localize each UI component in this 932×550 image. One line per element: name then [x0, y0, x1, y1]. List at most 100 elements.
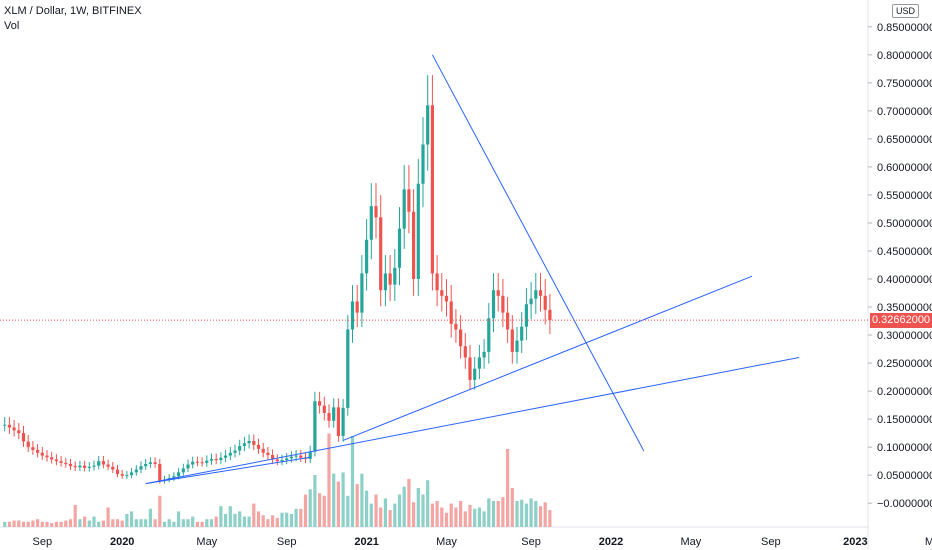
- volume-bar: [491, 501, 496, 527]
- volume-bar: [247, 516, 251, 527]
- candle-body: [59, 461, 63, 463]
- volume-bar: [40, 521, 44, 527]
- volume-bar: [379, 507, 383, 527]
- volume-bar: [463, 511, 467, 527]
- volume-bar: [529, 498, 533, 527]
- candle-body: [73, 466, 77, 468]
- candle-body: [426, 105, 430, 145]
- volume-bar: [360, 473, 364, 527]
- volume-bar: [106, 507, 110, 527]
- candle-body: [412, 211, 416, 280]
- candle-body: [177, 472, 181, 477]
- candle-body: [468, 357, 472, 380]
- candle-body: [36, 449, 40, 453]
- volume-bar: [271, 515, 275, 527]
- volume-bar: [520, 499, 524, 527]
- volume-bar: [543, 502, 547, 527]
- volume-bar: [397, 494, 402, 527]
- volume-bar: [350, 436, 355, 527]
- volume-bar: [209, 519, 214, 527]
- volume-bar: [388, 510, 392, 527]
- volume-bar: [205, 519, 209, 527]
- volume-bar: [318, 493, 322, 527]
- volume-bar: [68, 519, 73, 527]
- volume-bar: [510, 488, 514, 527]
- candle-body: [186, 464, 190, 469]
- volume-bar: [473, 508, 477, 527]
- candle-body: [360, 273, 364, 313]
- volume-bar: [181, 519, 185, 527]
- candle-body: [529, 298, 533, 305]
- candle-body: [473, 368, 477, 380]
- candle-body: [459, 329, 463, 347]
- volume-bar: [115, 519, 120, 527]
- candle-body: [111, 466, 115, 470]
- volume-bar: [313, 475, 317, 527]
- candle-body: [341, 407, 345, 436]
- candle-body: [350, 301, 355, 330]
- volume-bar: [148, 508, 152, 527]
- candle-body: [393, 267, 397, 285]
- candle-body: [294, 455, 298, 457]
- volume-bar: [402, 486, 406, 527]
- trendline: [145, 356, 800, 485]
- candle-body: [308, 451, 312, 459]
- candle-body: [87, 466, 91, 468]
- volume-bar: [130, 511, 134, 527]
- volume-bar: [506, 449, 510, 527]
- candle-body: [3, 424, 7, 426]
- candle-body: [520, 326, 524, 341]
- volume-bar: [459, 501, 463, 527]
- candle-body: [383, 273, 387, 291]
- x-tick-label: Sep: [33, 536, 53, 548]
- volume-bar: [73, 504, 77, 527]
- y-tick-label: 0.05000000: [877, 470, 932, 482]
- volume-bar: [12, 520, 16, 527]
- volume-bar: [177, 511, 181, 527]
- volume-bar: [21, 521, 26, 527]
- x-tick-label: 2023: [843, 536, 867, 548]
- candle-body: [369, 206, 373, 240]
- x-tick-label: May: [925, 536, 932, 548]
- candle-body: [510, 329, 514, 352]
- volume-bar: [172, 521, 176, 527]
- candle-body: [97, 461, 101, 466]
- candle-body: [285, 458, 289, 461]
- volume-bar: [426, 480, 430, 527]
- y-tick-label: 0.80000000: [877, 50, 932, 62]
- candle-body: [214, 458, 218, 461]
- candle-body: [252, 440, 256, 445]
- candle-body: [40, 452, 44, 456]
- volume-bar: [416, 488, 420, 527]
- x-tick-label: May: [196, 536, 217, 548]
- candle-body: [355, 301, 359, 313]
- candle-body: [247, 440, 251, 444]
- volume-label: Vol: [4, 20, 20, 32]
- volume-bar: [252, 503, 256, 527]
- volume-bar: [421, 494, 425, 527]
- volume-bar: [139, 519, 143, 527]
- volume-bar: [186, 519, 190, 527]
- volume-bar: [299, 508, 303, 527]
- volume-bar: [228, 506, 232, 527]
- y-tick-label: 0.55000000: [877, 190, 932, 202]
- volume-bar: [524, 503, 528, 527]
- volume-bar: [327, 433, 331, 527]
- candle-body: [228, 452, 232, 456]
- x-tick-label: May: [436, 536, 457, 548]
- volume-bar: [332, 473, 336, 527]
- candle-body: [219, 457, 223, 461]
- x-tick-label: May: [681, 536, 702, 548]
- volume-bar: [125, 514, 129, 527]
- y-tick-label: 0.50000000: [877, 218, 932, 230]
- candle-body: [92, 465, 96, 467]
- y-tick-label: 0.25000000: [877, 358, 932, 370]
- currency-badge[interactable]: USD: [892, 4, 920, 18]
- trendline: [431, 54, 645, 452]
- candle-body: [12, 427, 16, 431]
- candle-body: [45, 455, 49, 458]
- candle-body: [144, 463, 148, 467]
- candle-body: [242, 443, 246, 447]
- volume-bar: [336, 481, 340, 527]
